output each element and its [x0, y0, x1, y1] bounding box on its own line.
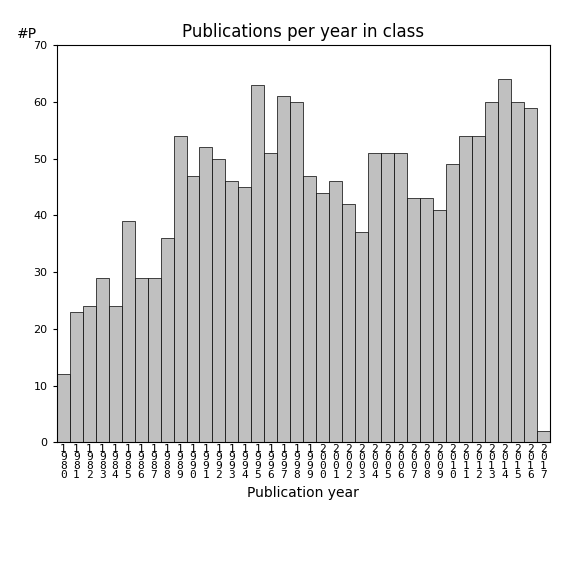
Bar — [57, 374, 70, 442]
Bar — [290, 102, 303, 442]
Text: #P: #P — [17, 27, 37, 41]
Bar — [121, 221, 134, 442]
Bar — [239, 187, 251, 442]
Bar — [459, 136, 472, 442]
Bar — [264, 153, 277, 442]
Bar — [251, 85, 264, 442]
Bar — [316, 193, 329, 442]
Bar — [147, 278, 160, 442]
Bar — [381, 153, 394, 442]
Bar — [200, 147, 213, 442]
Bar — [96, 278, 109, 442]
Bar — [407, 198, 420, 442]
Bar — [368, 153, 381, 442]
X-axis label: Publication year: Publication year — [247, 485, 359, 500]
Bar — [446, 164, 459, 442]
Bar — [472, 136, 485, 442]
Bar — [329, 181, 342, 442]
Bar — [83, 306, 96, 442]
Bar — [134, 278, 147, 442]
Title: Publications per year in class: Publications per year in class — [182, 23, 425, 41]
Bar — [109, 306, 121, 442]
Bar — [524, 108, 537, 442]
Bar — [277, 96, 290, 442]
Bar — [498, 79, 511, 442]
Bar — [356, 232, 368, 442]
Bar — [70, 312, 83, 442]
Bar — [433, 210, 446, 442]
Bar — [394, 153, 407, 442]
Bar — [226, 181, 239, 442]
Bar — [420, 198, 433, 442]
Bar — [213, 159, 226, 442]
Bar — [342, 204, 356, 442]
Bar — [537, 431, 550, 442]
Bar — [160, 238, 174, 442]
Bar — [187, 176, 200, 442]
Bar — [303, 176, 316, 442]
Bar — [174, 136, 187, 442]
Bar — [485, 102, 498, 442]
Bar — [511, 102, 524, 442]
